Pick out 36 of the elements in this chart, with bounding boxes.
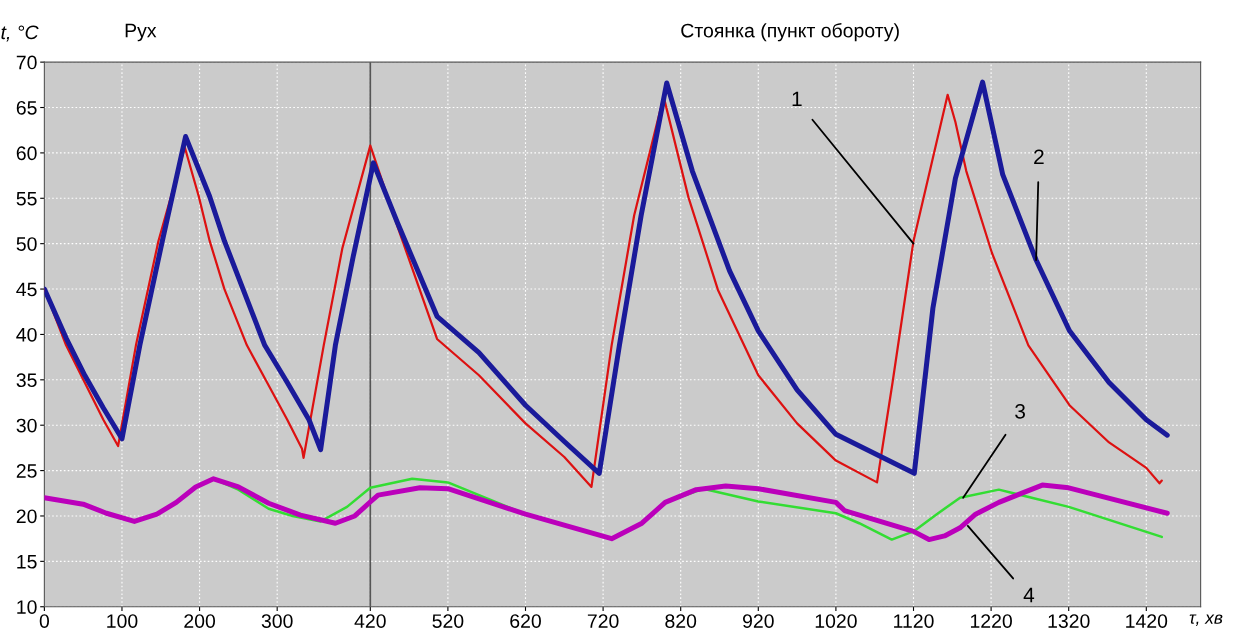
x-tick-label: 1220 <box>970 614 1012 628</box>
x-axis-title: τ, хв <box>1189 614 1223 626</box>
x-tick-label: 920 <box>742 614 774 628</box>
y-tick-label: 50 <box>16 237 37 251</box>
annotation: 2 <box>1034 149 1044 164</box>
y-tick-label: 25 <box>16 464 37 478</box>
annotation: 3 <box>1015 403 1025 419</box>
x-tick-label: 420 <box>354 614 386 628</box>
x-tick-label: 820 <box>665 614 697 628</box>
text: Рух <box>125 23 157 42</box>
annotation: 1 <box>792 91 802 106</box>
x-tick-label: 1320 <box>1048 614 1090 628</box>
x-tick-label: 0 <box>39 614 50 628</box>
x-tick-label: 200 <box>184 614 216 628</box>
annotation: 4 <box>1023 587 1035 603</box>
y-tick-label: 55 <box>16 191 37 206</box>
y-tick-label: 45 <box>16 282 37 297</box>
x-tick-label: 300 <box>261 614 293 628</box>
y-tick-label: 30 <box>16 418 37 433</box>
x-tick-label: 620 <box>510 614 541 628</box>
y-axis-title: t, °C <box>1 25 39 42</box>
y-tick-label: 35 <box>16 373 37 388</box>
y-tick-label: 15 <box>17 555 37 569</box>
x-tick-label: 520 <box>432 614 464 628</box>
y-tick-label: 60 <box>16 146 37 161</box>
y-tick-label: 65 <box>16 100 37 115</box>
y-tick-label: 40 <box>16 327 37 342</box>
text: Стоянка (пункт обороту) <box>681 23 899 42</box>
x-tick-label: 720 <box>587 614 619 628</box>
y-tick-label: 70 <box>16 55 37 70</box>
y-tick-label: 20 <box>16 509 37 524</box>
x-tick-label: 1420 <box>1126 614 1168 628</box>
x-tick-label: 1020 <box>815 614 857 628</box>
x-tick-label: 100 <box>107 614 138 628</box>
y-tick-label: 10 <box>17 600 37 614</box>
x-tick-label: 1120 <box>894 614 934 628</box>
